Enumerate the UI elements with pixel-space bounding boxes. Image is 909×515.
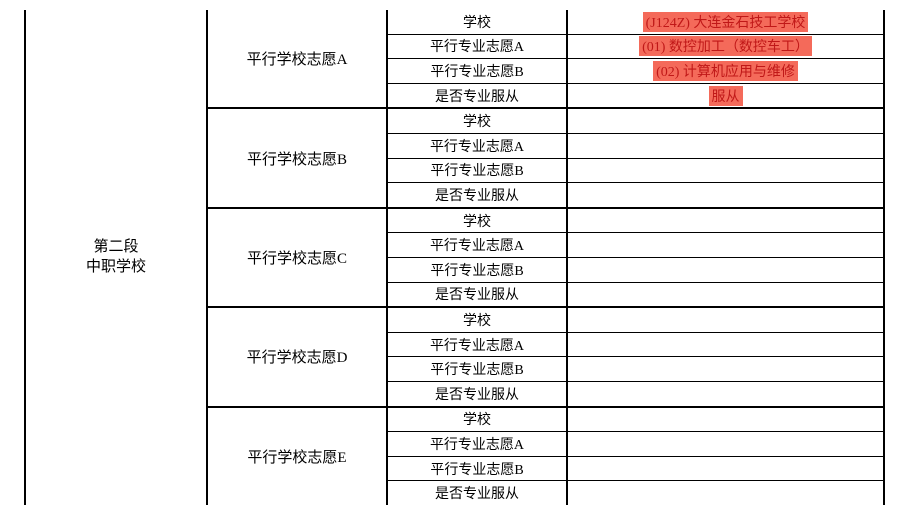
field-label: 是否专业服从: [386, 283, 566, 307]
rows: 学校平行专业志愿A平行专业志愿B是否专业服从: [386, 308, 885, 405]
section-label: 第二段 中职学校: [26, 10, 206, 505]
field-row: 平行专业志愿A (01) 数控加工（数控车工）: [386, 34, 885, 59]
field-label: 学校: [386, 209, 566, 233]
field-row: 平行专业志愿A: [386, 232, 885, 257]
group-label: 平行学校志愿E: [206, 408, 386, 505]
field-row: 是否专业服从 服从: [386, 83, 885, 108]
field-label: 平行专业志愿A: [386, 35, 566, 59]
rows: 学校平行专业志愿A平行专业志愿B是否专业服从: [386, 209, 885, 306]
field-label: 平行专业志愿A: [386, 134, 566, 158]
field-label: 平行专业志愿B: [386, 457, 566, 481]
rows: 学校 (J124Z) 大连金石技工学校平行专业志愿A (01) 数控加工（数控车工）…: [386, 10, 885, 107]
field-value: [566, 357, 885, 381]
field-row: 是否专业服从: [386, 381, 885, 406]
group-row: 平行学校志愿A学校 (J124Z) 大连金石技工学校平行专业志愿A (01) 数控加…: [206, 10, 885, 107]
group-row: 平行学校志愿D学校平行专业志愿A平行专业志愿B是否专业服从: [206, 306, 885, 405]
field-value: (01) 数控加工（数控车工）: [566, 35, 885, 59]
field-value: [566, 457, 885, 481]
field-row: 平行专业志愿B: [386, 456, 885, 481]
rows: 学校平行专业志愿A平行专业志愿B是否专业服从: [386, 408, 885, 505]
field-label: 是否专业服从: [386, 84, 566, 108]
field-value: (02) 计算机应用与维修: [566, 59, 885, 83]
group-label: 平行学校志愿B: [206, 109, 386, 206]
section-line2: 中职学校: [86, 258, 146, 278]
group-row: 平行学校志愿B学校平行专业志愿A平行专业志愿B是否专业服从: [206, 107, 885, 206]
field-row: 学校: [386, 109, 885, 133]
field-label: 平行专业志愿A: [386, 432, 566, 456]
group-row: 平行学校志愿C学校平行专业志愿A平行专业志愿B是否专业服从: [206, 207, 885, 306]
field-label: 平行专业志愿A: [386, 333, 566, 357]
field-value: [566, 481, 885, 505]
field-value: [566, 382, 885, 406]
field-label: 平行专业志愿B: [386, 357, 566, 381]
field-value: [566, 183, 885, 207]
field-value: [566, 209, 885, 233]
field-label: 平行专业志愿A: [386, 233, 566, 257]
field-value: [566, 109, 885, 133]
field-value: [566, 408, 885, 432]
groups-container: 平行学校志愿A学校(J124Z) 大连金石技工学校平行专业志愿A(01) 数控加…: [206, 10, 885, 505]
field-label: 学校: [386, 308, 566, 332]
group-label: 平行学校志愿A: [206, 10, 386, 107]
field-label: 是否专业服从: [386, 183, 566, 207]
field-value: [566, 308, 885, 332]
field-label: 学校: [386, 408, 566, 432]
field-label: 平行专业志愿B: [386, 59, 566, 83]
highlighted-value: (02) 计算机应用与维修: [653, 61, 798, 81]
group-label: 平行学校志愿D: [206, 308, 386, 405]
field-row: 平行专业志愿B: [386, 257, 885, 282]
group-label: 平行学校志愿C: [206, 209, 386, 306]
field-row: 平行专业志愿B: [386, 356, 885, 381]
section-line1: 第二段: [93, 238, 138, 258]
group-row: 平行学校志愿E学校平行专业志愿A平行专业志愿B是否专业服从: [206, 406, 885, 505]
field-row: 学校: [386, 408, 885, 432]
field-row: 是否专业服从: [386, 182, 885, 207]
highlighted-value: (J124Z) 大连金石技工学校: [643, 12, 809, 32]
field-label: 是否专业服从: [386, 382, 566, 406]
field-label: 平行专业志愿B: [386, 159, 566, 183]
field-label: 是否专业服从: [386, 481, 566, 505]
field-value: [566, 134, 885, 158]
rows: 学校平行专业志愿A平行专业志愿B是否专业服从: [386, 109, 885, 206]
highlighted-value: 服从: [709, 86, 743, 106]
field-value: 服从: [566, 84, 885, 108]
field-row: 是否专业服从: [386, 480, 885, 505]
field-row: 是否专业服从: [386, 282, 885, 307]
field-value: [566, 233, 885, 257]
field-value: [566, 333, 885, 357]
field-row: 学校 (J124Z) 大连金石技工学校: [386, 10, 885, 34]
field-row: 学校: [386, 308, 885, 332]
field-row: 平行专业志愿B: [386, 158, 885, 183]
highlighted-value: (01) 数控加工（数控车工）: [639, 36, 812, 56]
volunteer-table: 第二段 中职学校 平行学校志愿A学校(J124Z) 大连金石技工学校平行专业志愿…: [24, 10, 885, 505]
field-row: 平行专业志愿B (02) 计算机应用与维修: [386, 58, 885, 83]
field-value: (J124Z) 大连金石技工学校: [566, 10, 885, 34]
field-row: 平行专业志愿A: [386, 431, 885, 456]
field-label: 学校: [386, 10, 566, 34]
field-value: [566, 432, 885, 456]
field-value: [566, 258, 885, 282]
field-label: 平行专业志愿B: [386, 258, 566, 282]
field-value: [566, 283, 885, 307]
field-value: [566, 159, 885, 183]
field-label: 学校: [386, 109, 566, 133]
field-row: 平行专业志愿A: [386, 133, 885, 158]
field-row: 学校: [386, 209, 885, 233]
field-row: 平行专业志愿A: [386, 332, 885, 357]
